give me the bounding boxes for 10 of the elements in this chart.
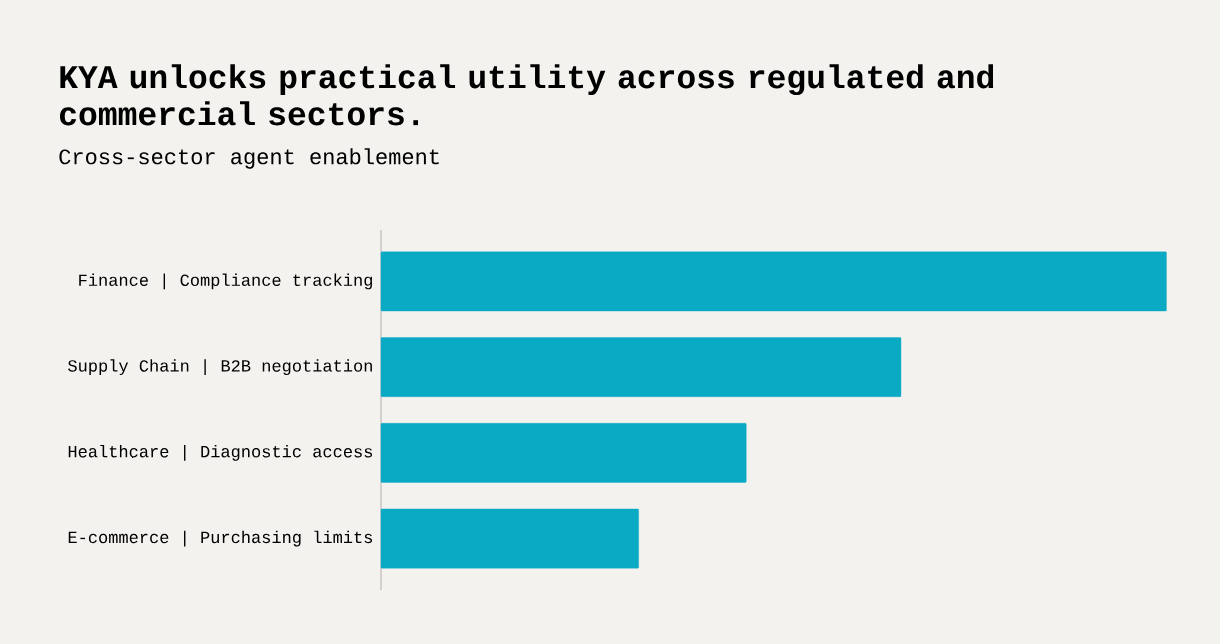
y-tick-label: Healthcare | Diagnostic access <box>68 444 373 461</box>
bar <box>380 423 747 483</box>
chart-title: KYA unlocks practical utility across regulated and commercial sectors. <box>59 64 994 126</box>
bar <box>380 508 639 569</box>
bar <box>380 251 1167 312</box>
bar <box>380 337 902 397</box>
y-tick-label: Supply Chain | B2B negotiation <box>68 359 372 376</box>
y-tick-label: Finance | Compliance tracking <box>79 273 372 290</box>
y-tick-label: E-commerce | Purchasing limits <box>68 530 373 547</box>
chart-subtitle: Cross-sector agent enablement <box>59 148 439 169</box>
